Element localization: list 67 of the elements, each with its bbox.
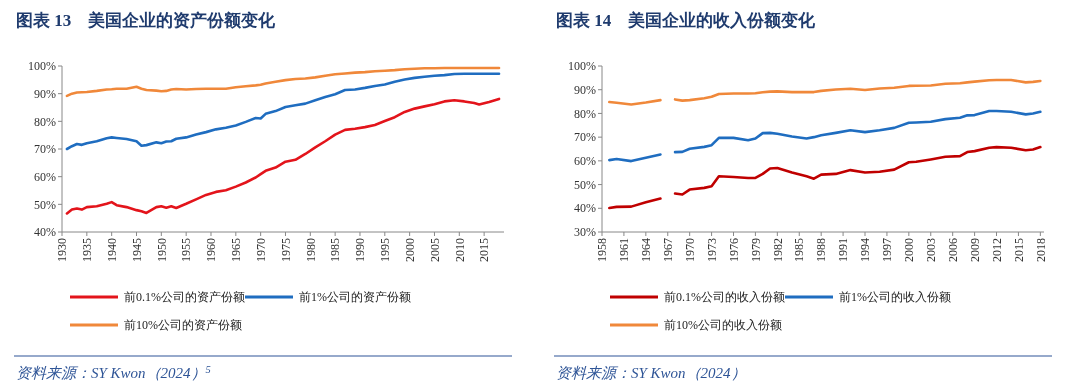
x-tick-label: 2012 bbox=[989, 238, 1004, 262]
y-tick-label: 70% bbox=[574, 130, 596, 145]
y-tick-label: 40% bbox=[34, 225, 56, 240]
x-tick-label: 1970 bbox=[253, 238, 268, 262]
y-tick-label: 50% bbox=[574, 177, 596, 192]
text: 资料来源：SY Kwon（2024）$^{5}$ bbox=[16, 363, 211, 381]
x-tick-label: 1988 bbox=[814, 238, 829, 262]
x-tick-label: 2009 bbox=[967, 238, 982, 262]
x-tick-label: 1961 bbox=[617, 238, 632, 262]
y-tick-label: 80% bbox=[34, 114, 56, 129]
y-tick-label: 100% bbox=[28, 59, 56, 74]
x-tick-label: 1965 bbox=[229, 238, 244, 262]
y-tick-label: 80% bbox=[574, 106, 596, 121]
x-tick-label: 1976 bbox=[726, 238, 741, 262]
line-series bbox=[65, 97, 501, 215]
y-tick-label: 90% bbox=[34, 86, 56, 101]
x-tick-label: 1970 bbox=[682, 238, 697, 262]
x-tick-label: 1940 bbox=[104, 238, 119, 262]
x-tick-label: 2010 bbox=[452, 238, 467, 262]
y-tick-label: 90% bbox=[574, 82, 596, 97]
x-tick-label: 1982 bbox=[770, 238, 785, 262]
x-tick-label: 2000 bbox=[902, 238, 917, 262]
x-tick-label: 1997 bbox=[880, 238, 895, 262]
legend-label: 前0.1%公司的收入份额 bbox=[664, 290, 785, 305]
line-series bbox=[65, 72, 501, 151]
x-tick-label: 1990 bbox=[353, 238, 368, 262]
chart-title: 图表 14 美国企业的收入份额变化 bbox=[556, 11, 817, 30]
x-tick-label: 1945 bbox=[129, 238, 144, 262]
legend-label: 前10%公司的收入份额 bbox=[664, 318, 782, 333]
x-tick-label: 2015 bbox=[477, 238, 492, 262]
y-tick-label: 100% bbox=[568, 59, 596, 74]
x-tick-label: 1955 bbox=[179, 238, 194, 262]
x-tick-label: 1960 bbox=[204, 238, 219, 262]
x-tick-label: 2000 bbox=[402, 238, 417, 262]
x-tick-label: 1980 bbox=[303, 238, 318, 262]
x-tick-label: 1967 bbox=[660, 238, 675, 262]
y-tick-label: 50% bbox=[34, 197, 56, 212]
x-tick-label: 1973 bbox=[704, 238, 719, 262]
x-tick-label: 1991 bbox=[836, 238, 851, 262]
x-tick-label: 2015 bbox=[1011, 238, 1026, 262]
legend-label: 前0.1%公司的资产份额 bbox=[124, 290, 245, 305]
x-tick-label: 2018 bbox=[1033, 238, 1048, 262]
x-tick-label: 1950 bbox=[154, 238, 169, 262]
x-tick-label: 2006 bbox=[945, 238, 960, 262]
x-tick-label: 1930 bbox=[55, 238, 70, 262]
x-tick-label: 1995 bbox=[378, 238, 393, 262]
text: 资料来源：SY Kwon（2024） bbox=[556, 365, 746, 381]
y-tick-label: 60% bbox=[34, 169, 56, 184]
y-tick-label: 70% bbox=[34, 142, 56, 157]
x-tick-label: 2003 bbox=[923, 238, 938, 262]
x-tick-label: 1964 bbox=[639, 238, 654, 262]
x-tick-label: 1985 bbox=[328, 238, 343, 262]
x-tick-label: 2005 bbox=[427, 238, 442, 262]
x-tick-label: 1975 bbox=[278, 238, 293, 262]
line-series bbox=[65, 66, 501, 98]
x-tick-label: 1985 bbox=[792, 238, 807, 262]
x-tick-label: 1958 bbox=[595, 238, 610, 262]
y-tick-label: 40% bbox=[574, 201, 596, 216]
legend-label: 前1%公司的资产份额 bbox=[299, 290, 411, 305]
x-tick-label: 1979 bbox=[748, 238, 763, 262]
x-tick-label: 1994 bbox=[858, 238, 873, 262]
chart-title: 图表 13 美国企业的资产份额变化 bbox=[16, 11, 277, 30]
x-tick-label: 1935 bbox=[80, 238, 95, 262]
legend-label: 前10%公司的资产份额 bbox=[124, 318, 242, 333]
legend-label: 前1%公司的收入份额 bbox=[839, 290, 951, 305]
y-tick-label: 30% bbox=[574, 225, 596, 240]
y-tick-label: 60% bbox=[574, 154, 596, 169]
